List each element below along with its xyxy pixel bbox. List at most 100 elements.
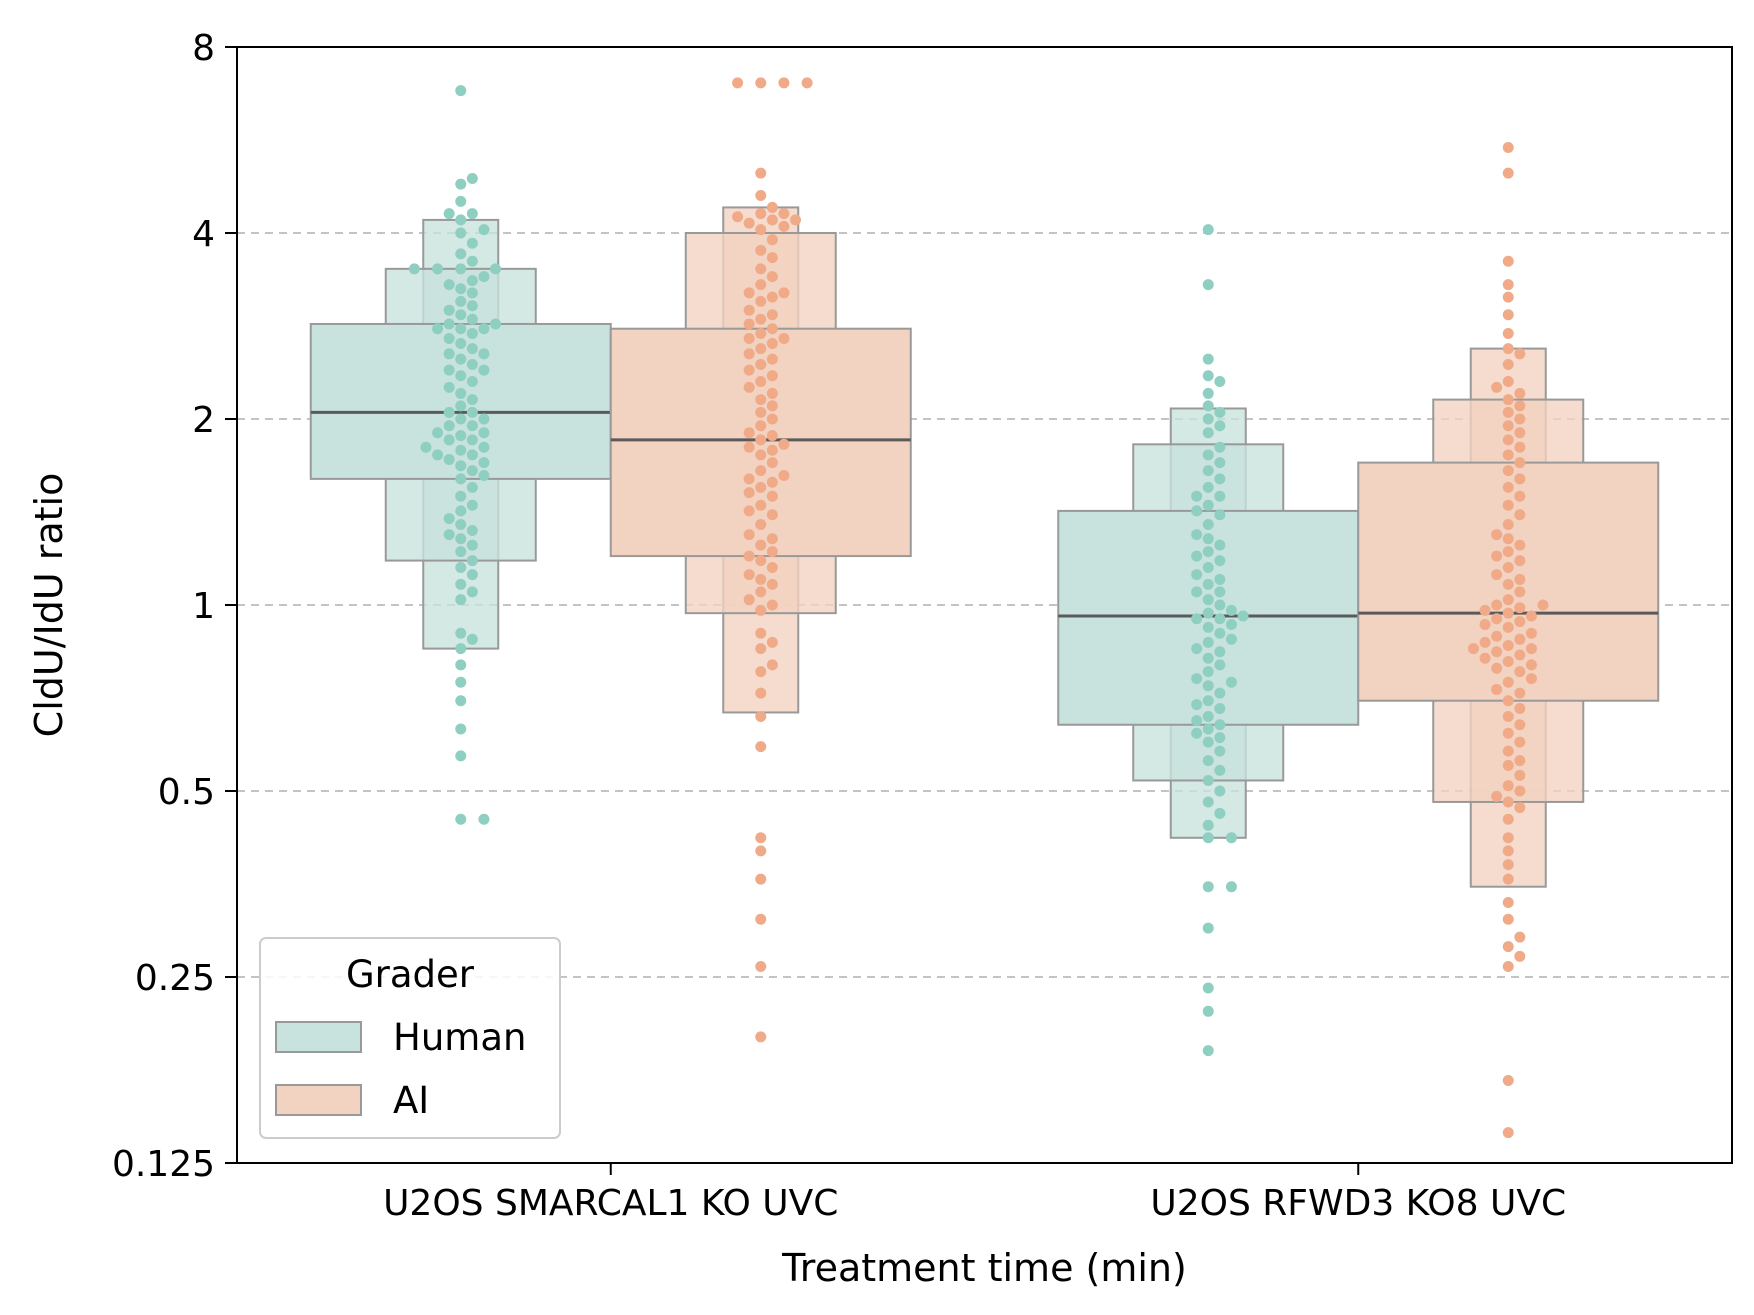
data-point	[455, 353, 467, 365]
data-point	[455, 561, 467, 573]
legend-swatch-ai	[275, 1084, 362, 1116]
data-point	[778, 470, 790, 482]
data-point	[490, 318, 502, 330]
data-point	[743, 441, 755, 453]
data-point	[766, 400, 778, 412]
data-point	[466, 275, 478, 287]
data-point	[455, 505, 467, 517]
data-point	[766, 509, 778, 521]
data-point	[443, 381, 455, 393]
data-point	[1502, 481, 1514, 493]
data-point	[1202, 710, 1214, 722]
data-point	[466, 539, 478, 551]
data-point	[443, 304, 455, 316]
data-point	[1214, 375, 1226, 387]
legend-title: Grader	[346, 953, 475, 996]
data-point	[1502, 343, 1514, 355]
data-point	[1514, 457, 1526, 469]
data-point	[1202, 481, 1214, 493]
data-point	[778, 220, 790, 232]
y-axis-label: CldU/IdU ratio	[27, 473, 71, 738]
data-point	[478, 441, 490, 453]
y-tick-label: 0.125	[112, 1144, 215, 1185]
data-point	[443, 513, 455, 525]
data-point	[1491, 646, 1503, 658]
data-point	[1214, 539, 1226, 551]
data-point	[1202, 922, 1214, 934]
data-point	[1502, 359, 1514, 371]
data-point	[1202, 774, 1214, 786]
data-point	[766, 444, 778, 456]
data-point	[466, 633, 478, 645]
data-point	[766, 430, 778, 442]
legend-label-human: Human	[393, 1016, 526, 1059]
data-point	[743, 318, 755, 330]
data-point	[1502, 578, 1514, 590]
data-point	[1479, 604, 1491, 616]
data-point	[755, 741, 767, 753]
data-point	[478, 413, 490, 425]
legend: Grader Human AI	[259, 937, 561, 1139]
legend-swatch-human	[275, 1021, 362, 1053]
data-point	[755, 643, 767, 655]
data-point	[455, 444, 467, 456]
data-point	[1514, 785, 1526, 797]
data-point	[778, 332, 790, 344]
data-point	[1525, 673, 1537, 685]
data-point	[1202, 636, 1214, 648]
data-point	[1214, 509, 1226, 521]
data-point	[755, 77, 767, 89]
data-point	[755, 313, 767, 325]
data-point	[1491, 630, 1503, 642]
data-point	[755, 263, 767, 275]
data-point	[1502, 960, 1514, 972]
data-point	[1202, 607, 1214, 619]
data-point	[466, 300, 478, 312]
y-tick-label: 2	[192, 400, 215, 441]
data-point	[1525, 610, 1537, 622]
data-point	[766, 533, 778, 545]
data-point	[766, 636, 778, 648]
data-point	[466, 255, 478, 267]
data-point	[408, 263, 420, 275]
data-point	[755, 189, 767, 201]
data-point	[466, 208, 478, 220]
data-point	[766, 337, 778, 349]
data-point	[755, 343, 767, 355]
data-point	[1514, 769, 1526, 781]
data-point	[1214, 555, 1226, 567]
data-point	[755, 167, 767, 179]
data-point	[1202, 680, 1214, 692]
data-point	[1502, 255, 1514, 267]
data-point	[455, 195, 467, 207]
data-point	[1514, 602, 1526, 614]
data-point	[1514, 473, 1526, 485]
data-point	[1502, 941, 1514, 953]
data-point	[1514, 702, 1526, 714]
data-point	[1502, 859, 1514, 871]
data-point	[1502, 695, 1514, 707]
data-point	[1514, 413, 1526, 425]
data-point	[1514, 400, 1526, 412]
data-point	[1502, 291, 1514, 303]
data-point	[1502, 561, 1514, 573]
data-point	[478, 813, 490, 825]
data-point	[1202, 413, 1214, 425]
data-point	[1514, 719, 1526, 731]
data-point	[1502, 727, 1514, 739]
data-point	[755, 434, 767, 446]
data-point	[1202, 755, 1214, 767]
data-point	[1479, 618, 1491, 630]
data-point	[1479, 652, 1491, 664]
data-point	[1525, 643, 1537, 655]
data-point	[743, 304, 755, 316]
data-point	[1514, 586, 1526, 598]
data-point	[466, 449, 478, 461]
data-point	[1191, 699, 1203, 711]
data-point	[1502, 1074, 1514, 1086]
data-point	[490, 263, 502, 275]
y-axis-ticks: 0.125 0.25 0.5 1 2 4 8	[112, 28, 237, 1185]
data-point	[743, 427, 755, 439]
data-point	[478, 364, 490, 376]
data-point	[1191, 613, 1203, 625]
